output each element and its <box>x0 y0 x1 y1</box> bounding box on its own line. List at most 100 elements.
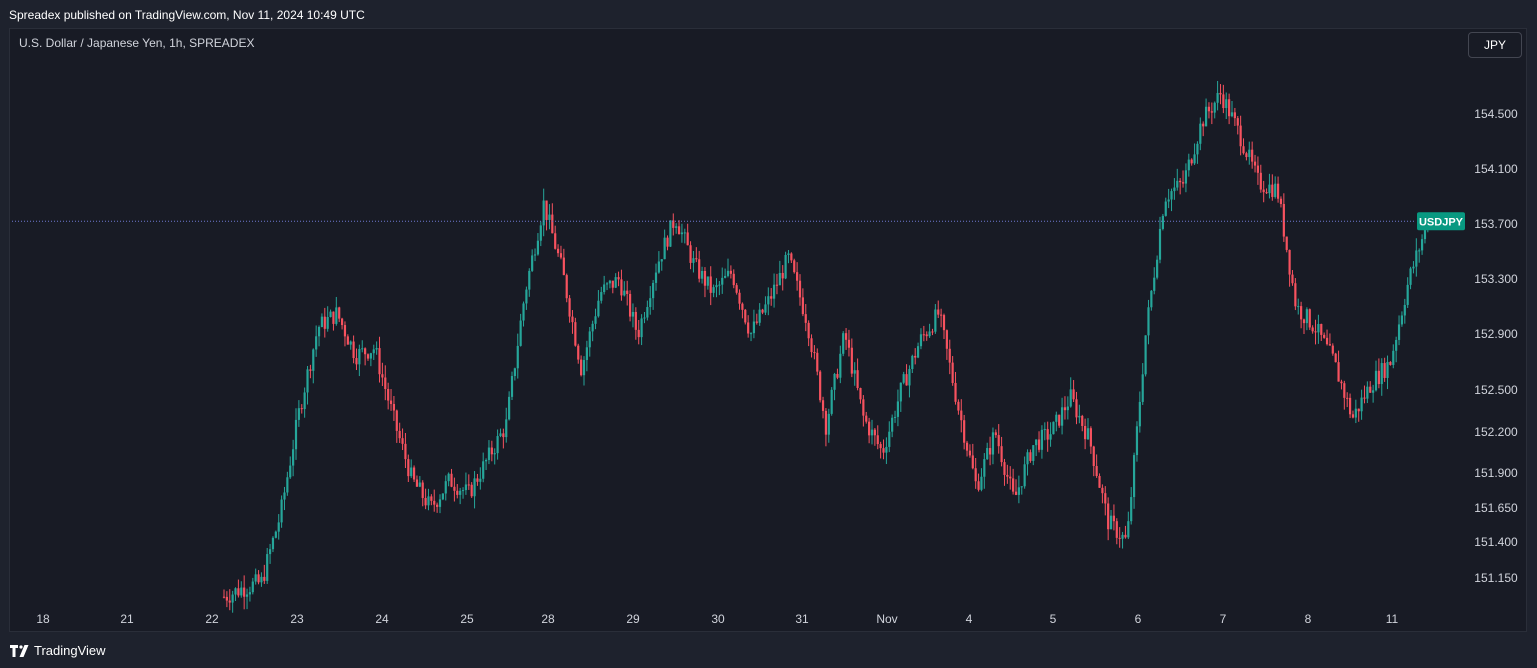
tradingview-brand[interactable]: TradingView <box>10 643 106 658</box>
candle-body <box>1383 363 1386 378</box>
candle-body <box>1078 415 1081 418</box>
candle-body <box>626 290 629 294</box>
candle-body <box>977 481 980 490</box>
publication-bar: Spreadex published on TradingView.com, N… <box>0 0 1537 28</box>
candle-body <box>1328 344 1332 346</box>
candle-body <box>349 341 352 345</box>
candle-body <box>891 417 894 432</box>
candle-body <box>925 334 928 337</box>
candle-body <box>997 435 1000 447</box>
candle-body <box>381 374 384 378</box>
candle-body <box>450 473 453 487</box>
candle-body <box>772 284 776 299</box>
candle-body <box>545 200 548 220</box>
candle-body <box>911 355 914 370</box>
candle-body <box>1147 307 1150 336</box>
candle-body <box>1060 407 1064 426</box>
candle-body <box>893 416 897 418</box>
candle-body <box>554 233 557 249</box>
candle-body <box>732 273 735 286</box>
candle-body <box>260 576 263 583</box>
candle-body <box>856 370 859 389</box>
candle-body <box>703 270 707 286</box>
candle-body <box>424 497 427 506</box>
candle-body <box>1285 236 1288 250</box>
candle-body <box>1184 170 1188 184</box>
candle-body <box>1164 201 1167 216</box>
candle-body <box>421 482 424 498</box>
candle-body <box>931 331 934 333</box>
candle-body <box>1354 408 1357 418</box>
candle-body <box>801 297 804 315</box>
candle-body <box>1415 250 1418 267</box>
candle-body <box>1409 268 1412 285</box>
candle-body <box>758 309 761 323</box>
candle-body <box>1259 172 1262 190</box>
candle-body <box>559 253 563 258</box>
candle-body <box>1311 327 1314 332</box>
candle-body <box>1291 274 1294 284</box>
candle-body <box>821 400 825 411</box>
candle-body <box>1228 99 1231 117</box>
candle-body <box>988 448 992 455</box>
candle-body <box>1423 227 1427 240</box>
candle-body <box>539 225 542 241</box>
x-tick-label: 22 <box>205 612 219 626</box>
candle-body <box>1372 390 1375 393</box>
candle-body <box>317 326 321 337</box>
candle-body <box>280 499 283 523</box>
candle-body <box>453 486 456 491</box>
candle-body <box>1075 399 1078 418</box>
candle-body <box>784 254 787 279</box>
candle-body <box>1063 407 1067 411</box>
candle-body <box>983 459 986 477</box>
candle-body <box>752 321 756 334</box>
candle-body <box>577 345 580 360</box>
candle-body <box>914 355 917 358</box>
candle-body <box>1239 125 1242 147</box>
candle-body <box>1366 386 1369 399</box>
candle-body <box>470 484 473 497</box>
candle-body <box>718 284 721 286</box>
candle-body <box>1006 474 1009 477</box>
candle-body <box>634 311 637 330</box>
candle-body <box>551 214 554 234</box>
candle-body <box>352 341 355 359</box>
candle-body <box>340 318 344 326</box>
candle-body <box>870 429 874 436</box>
x-tick-label: 4 <box>966 612 973 626</box>
candle-body <box>827 413 830 435</box>
currency-button[interactable]: JPY <box>1468 32 1522 58</box>
candle-body <box>922 334 925 336</box>
candle-body <box>1081 415 1084 426</box>
candle-body <box>1314 331 1317 333</box>
candlestick-chart[interactable]: 151.150 151.400 151.650 151.900 152.200 152.5… <box>0 0 1537 634</box>
candle-body <box>536 240 540 255</box>
candle-body <box>289 465 292 478</box>
candle-body <box>738 292 741 304</box>
candle-body <box>447 473 450 482</box>
footer-brand-text: TradingView <box>34 643 106 658</box>
candle-body <box>1386 361 1389 378</box>
candle-body <box>444 481 447 494</box>
candle-body <box>761 309 764 313</box>
candle-body <box>692 258 695 263</box>
candle-body <box>1230 112 1234 117</box>
candle-body <box>1348 397 1352 415</box>
candle-body <box>1357 408 1360 412</box>
candle-body <box>476 478 479 482</box>
candle-body <box>994 432 997 436</box>
candle-body <box>254 574 257 582</box>
candle-body <box>1101 487 1104 494</box>
chart-frame[interactable]: U.S. Dollar / Japanese Yen, 1h, SPREADEX… <box>9 28 1527 632</box>
candle-body <box>1066 406 1069 411</box>
candle-body <box>248 592 252 595</box>
candle-body <box>1104 493 1107 504</box>
last-price-label-bg <box>1417 212 1465 231</box>
candle-body <box>957 401 960 411</box>
candle-body <box>1012 478 1015 492</box>
candle-body <box>505 419 508 438</box>
footer: TradingView <box>0 634 1537 668</box>
candle-body <box>1251 149 1254 162</box>
candle-body <box>1046 429 1049 440</box>
